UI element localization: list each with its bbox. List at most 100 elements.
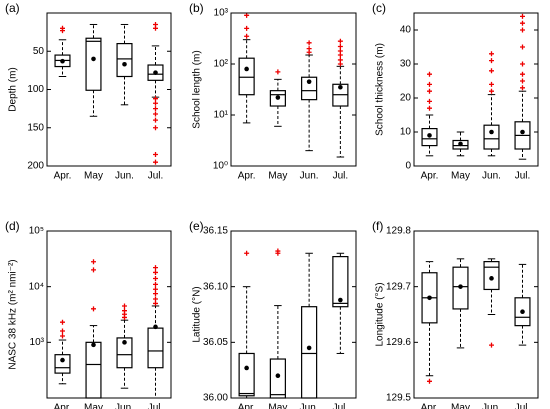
box xyxy=(85,37,102,91)
outlier xyxy=(244,250,250,256)
outlier xyxy=(244,12,250,18)
outlier xyxy=(275,69,281,75)
x-tick-label: Jul. xyxy=(515,171,531,182)
plot-frame xyxy=(230,230,357,399)
y-tick-label: 50 xyxy=(33,46,45,57)
panel-title: (d) xyxy=(5,219,20,233)
mean xyxy=(306,79,312,84)
box xyxy=(332,256,349,308)
mean xyxy=(122,340,127,345)
box xyxy=(483,261,500,291)
outlier xyxy=(153,100,158,106)
outlier xyxy=(153,96,158,102)
mean xyxy=(427,133,432,138)
x-tick-label: Apr. xyxy=(421,403,439,409)
plot-frame xyxy=(413,230,539,399)
mean xyxy=(489,129,494,135)
outlier xyxy=(520,20,525,26)
outlier xyxy=(153,291,158,297)
outlier xyxy=(427,81,432,87)
mean xyxy=(520,309,525,315)
panel-title: (a) xyxy=(5,1,20,15)
panel-title: (c) xyxy=(372,1,386,15)
outlier xyxy=(153,117,158,123)
panel: (d) NASC 38 kHz (m² nmi⁻²) 10³ 10⁴ 10⁵ Apr. Ma… xyxy=(5,219,172,409)
outlier xyxy=(153,106,158,112)
mean xyxy=(91,56,96,62)
outlier xyxy=(520,61,525,67)
box xyxy=(54,354,71,374)
y-tick-label: 10³ xyxy=(30,337,45,348)
outlier xyxy=(122,303,127,309)
x-tick-label: Apr. xyxy=(421,171,439,182)
panel: (e) Latitude (°N) 36.00 36.05 36.10 36.15 Apr.… xyxy=(189,219,357,409)
y-axis-label: School thickness (m) xyxy=(375,43,386,136)
box xyxy=(238,57,255,96)
y-tick-label: 40 xyxy=(400,25,412,36)
mean xyxy=(275,373,281,379)
outlier xyxy=(244,33,250,39)
y-tick-label: 36.00 xyxy=(203,393,228,404)
outlier xyxy=(489,51,494,57)
plot-frame xyxy=(413,12,539,167)
mean xyxy=(91,342,96,348)
x-tick-label: Jul. xyxy=(148,403,164,409)
x-tick-label: Jul. xyxy=(333,171,349,182)
y-tick-label: 10⁵ xyxy=(29,226,44,237)
panel: (c) School thickness (m) 0 10 20 30 40 Apr. May J… xyxy=(372,1,539,182)
x-tick-label: Jun. xyxy=(115,171,134,182)
outlier xyxy=(91,267,96,273)
outlier xyxy=(153,152,158,158)
x-tick-label: Apr. xyxy=(54,403,72,409)
y-tick-label: 36.15 xyxy=(203,226,228,237)
mean xyxy=(338,297,343,303)
y-tick-label: 30 xyxy=(400,59,412,70)
outlier xyxy=(337,38,343,44)
box xyxy=(85,341,102,399)
outlier xyxy=(153,111,158,117)
outlier xyxy=(122,308,127,314)
outlier xyxy=(520,27,525,33)
outlier xyxy=(306,46,312,52)
outlier xyxy=(153,159,158,165)
y-tick-label: 10 xyxy=(400,127,412,138)
x-tick-label: Jul. xyxy=(333,403,349,409)
y-tick-label: 10⁰ xyxy=(213,161,228,172)
box xyxy=(147,327,164,369)
outlier xyxy=(520,78,525,84)
outlier xyxy=(60,319,65,325)
outlier xyxy=(337,44,343,50)
panel-title: (f) xyxy=(372,219,383,233)
x-tick-label: May xyxy=(451,171,470,182)
y-axis-label: School length (m) xyxy=(192,50,203,128)
mean xyxy=(153,70,158,75)
x-tick-label: Jun. xyxy=(482,171,501,182)
y-tick-label: 10⁴ xyxy=(29,281,44,292)
panel: (a) Depth (m) 50 100 150 200 Apr. May Jun. Jul. xyxy=(5,1,172,182)
mean xyxy=(427,295,432,301)
x-tick-label: May xyxy=(268,171,287,182)
box xyxy=(238,352,255,397)
mean xyxy=(489,276,494,281)
mean xyxy=(520,129,525,135)
outlier xyxy=(489,68,494,74)
panel: (f) Longitude (°S) 129.5 129.6 129.7 129.8 Apr… xyxy=(372,219,539,409)
y-axis-label: Latitude (°N) xyxy=(192,286,203,342)
mean xyxy=(458,284,463,289)
box xyxy=(301,76,318,101)
outlier xyxy=(153,286,158,292)
x-tick-label: Jun. xyxy=(300,403,319,409)
x-tick-label: Apr. xyxy=(54,171,72,182)
outlier xyxy=(427,98,432,104)
outlier xyxy=(337,48,343,54)
y-tick-label: 129.7 xyxy=(386,281,411,292)
y-tick-label: 36.10 xyxy=(203,281,228,292)
mean xyxy=(458,141,463,147)
plot-frame xyxy=(46,230,172,399)
panel: (b) School length (m) 10⁰ 10¹ 10² 10³ Apr. May J… xyxy=(189,1,357,182)
outlier xyxy=(153,281,158,287)
y-tick-label: 10¹ xyxy=(214,110,229,121)
box xyxy=(116,42,133,78)
panel-title: (e) xyxy=(189,219,204,233)
outlier xyxy=(427,71,432,77)
